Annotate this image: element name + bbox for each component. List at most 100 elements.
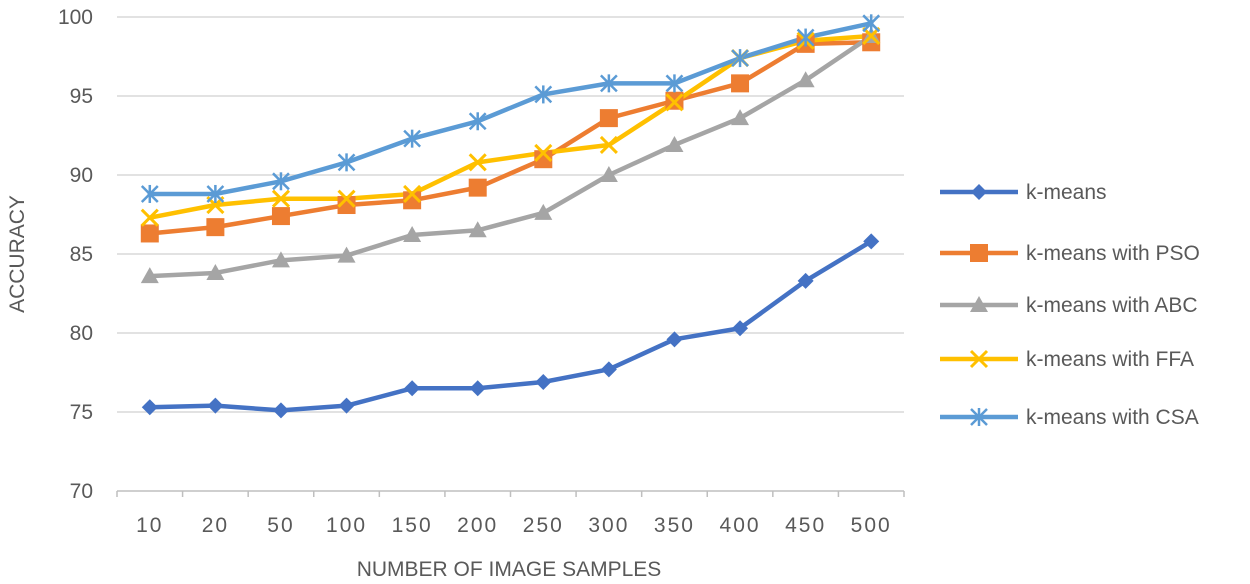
data-point	[404, 380, 421, 397]
x-tick-label: 200	[457, 514, 498, 537]
data-point	[468, 221, 487, 238]
x-axis-title: NUMBER OF IMAGE SAMPLES	[357, 558, 662, 581]
data-point	[337, 246, 356, 263]
data-point	[207, 397, 224, 414]
data-point	[599, 74, 618, 93]
data-point	[140, 208, 159, 227]
series-line-1	[147, 239, 874, 413]
data-point	[599, 166, 618, 182]
series-line-2	[147, 40, 874, 236]
data-point	[600, 361, 617, 378]
data-point	[206, 218, 225, 237]
legend-marker	[969, 349, 989, 369]
data-point	[534, 203, 553, 220]
axes	[116, 490, 905, 497]
data-point	[796, 28, 815, 47]
x-tick-label: 50	[267, 514, 294, 537]
data-point	[665, 93, 684, 112]
y-tick-label: 95	[70, 85, 93, 108]
data-point	[272, 402, 289, 419]
data-point	[403, 226, 422, 243]
legend-marker	[970, 296, 988, 312]
data-point	[731, 74, 750, 93]
legend-item: k-means with PSO	[940, 242, 1200, 265]
data-point	[403, 184, 422, 204]
data-point	[731, 109, 750, 126]
data-point	[535, 373, 552, 390]
y-tick-label: 85	[70, 243, 93, 266]
legend-item: k-means with CSA	[940, 406, 1199, 429]
data-point	[468, 112, 487, 131]
data-point	[337, 153, 356, 172]
data-point	[599, 135, 618, 155]
data-point	[862, 26, 881, 46]
data-point	[140, 184, 159, 203]
data-point	[469, 380, 486, 397]
x-tick-label: 400	[720, 514, 761, 537]
x-tick-label: 450	[785, 514, 826, 537]
data-point	[271, 207, 290, 226]
data-point	[863, 233, 880, 250]
data-point	[140, 267, 159, 284]
data-point	[403, 129, 422, 148]
x-tick-label: 20	[202, 514, 229, 537]
legend-label: k-means	[1026, 181, 1107, 204]
x-tick-label: 350	[654, 514, 695, 537]
data-point	[468, 153, 487, 172]
data-point	[141, 399, 158, 416]
x-tick-label: 300	[588, 514, 629, 537]
data-point	[403, 191, 422, 210]
y-tick-label: 100	[58, 6, 93, 29]
x-tick-label: 100	[326, 514, 367, 537]
y-tick-label: 70	[70, 480, 93, 503]
data-point	[337, 196, 356, 215]
data-point	[337, 189, 356, 208]
data-point	[272, 172, 290, 191]
data-point	[271, 251, 290, 268]
data-point	[796, 71, 815, 88]
y-tick-label: 75	[70, 401, 93, 424]
data-point	[732, 320, 749, 337]
data-point	[666, 331, 683, 348]
legend-label: k-means with PSO	[1026, 242, 1200, 265]
data-point	[731, 49, 749, 68]
x-tick-label: 10	[136, 514, 163, 537]
data-point	[534, 143, 553, 162]
legend-marker	[971, 184, 987, 200]
gridlines	[117, 16, 904, 413]
series-markers	[140, 14, 881, 419]
data-point	[206, 263, 225, 280]
legend-label: k-means with FFA	[1026, 348, 1194, 371]
data-point	[665, 74, 684, 93]
series-line-4	[147, 33, 874, 220]
x-tick-labels: 10 20 50 100 150 200 250 300 350 400 450 500	[136, 514, 892, 537]
y-tick-label: 90	[70, 164, 93, 187]
data-point	[271, 189, 291, 208]
data-point	[534, 85, 553, 104]
x-tick-label: 500	[851, 514, 892, 537]
legend-marker	[970, 408, 988, 426]
data-point	[797, 272, 814, 289]
legend-marker	[970, 244, 988, 262]
data-point	[338, 397, 355, 414]
x-tick-label: 150	[392, 514, 433, 537]
legend-item: k-means with FFA	[940, 348, 1194, 371]
legend-label: k-means with CSA	[1026, 406, 1199, 429]
y-axis-title: ACCURACY	[6, 195, 29, 313]
legend: k-means k-means with PSO k-means with ABC k…	[940, 181, 1200, 429]
legend-item: k-means with ABC	[940, 294, 1198, 317]
data-point	[206, 184, 225, 203]
x-tick-label: 250	[523, 514, 564, 537]
data-point	[599, 109, 618, 128]
legend-label: k-means with ABC	[1026, 294, 1198, 317]
legend-item: k-means	[940, 181, 1107, 204]
data-point	[534, 150, 553, 169]
y-tick-label: 80	[70, 322, 93, 345]
series-lines	[147, 21, 874, 413]
data-point	[468, 178, 487, 197]
data-point	[862, 14, 881, 33]
data-point	[665, 135, 684, 152]
series-line-5	[147, 21, 874, 197]
